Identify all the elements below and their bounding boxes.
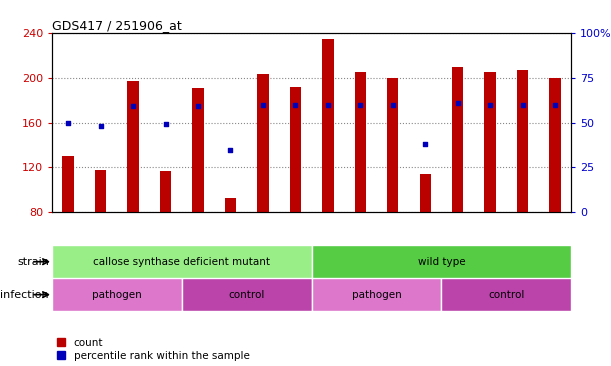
Text: strain: strain xyxy=(17,257,49,267)
Text: control: control xyxy=(488,290,525,300)
Point xyxy=(388,102,398,108)
Bar xyxy=(290,87,301,212)
Point xyxy=(258,102,268,108)
Text: callose synthase deficient mutant: callose synthase deficient mutant xyxy=(93,257,270,267)
Bar xyxy=(420,174,431,212)
Bar xyxy=(452,67,463,212)
Text: GDS417 / 251906_at: GDS417 / 251906_at xyxy=(52,19,181,32)
Point xyxy=(323,102,333,108)
Bar xyxy=(517,70,529,212)
Point xyxy=(356,102,365,108)
Point xyxy=(225,146,235,152)
Text: pathogen: pathogen xyxy=(352,290,401,300)
Bar xyxy=(225,198,236,212)
Bar xyxy=(387,78,398,212)
Bar xyxy=(354,72,366,212)
Bar xyxy=(442,278,571,311)
Bar xyxy=(52,245,312,278)
Bar xyxy=(62,156,74,212)
Point xyxy=(128,104,138,109)
Bar xyxy=(257,74,269,212)
Bar xyxy=(312,278,442,311)
Point xyxy=(453,100,463,106)
Text: pathogen: pathogen xyxy=(92,290,142,300)
Bar xyxy=(52,278,182,311)
Point xyxy=(193,104,203,109)
Bar xyxy=(95,170,106,212)
Bar xyxy=(160,171,171,212)
Bar xyxy=(485,72,496,212)
Point xyxy=(518,102,527,108)
Point xyxy=(161,122,170,127)
Point xyxy=(290,102,300,108)
Bar xyxy=(192,88,203,212)
Point xyxy=(550,102,560,108)
Bar xyxy=(549,78,561,212)
Bar xyxy=(312,245,571,278)
Point xyxy=(96,123,106,129)
Text: wild type: wild type xyxy=(418,257,465,267)
Text: control: control xyxy=(229,290,265,300)
Bar xyxy=(128,81,139,212)
Legend: count, percentile rank within the sample: count, percentile rank within the sample xyxy=(57,338,250,361)
Bar xyxy=(182,278,312,311)
Bar xyxy=(322,38,334,212)
Point xyxy=(64,120,73,126)
Point xyxy=(420,141,430,147)
Point xyxy=(485,102,495,108)
Text: infection: infection xyxy=(0,290,49,300)
